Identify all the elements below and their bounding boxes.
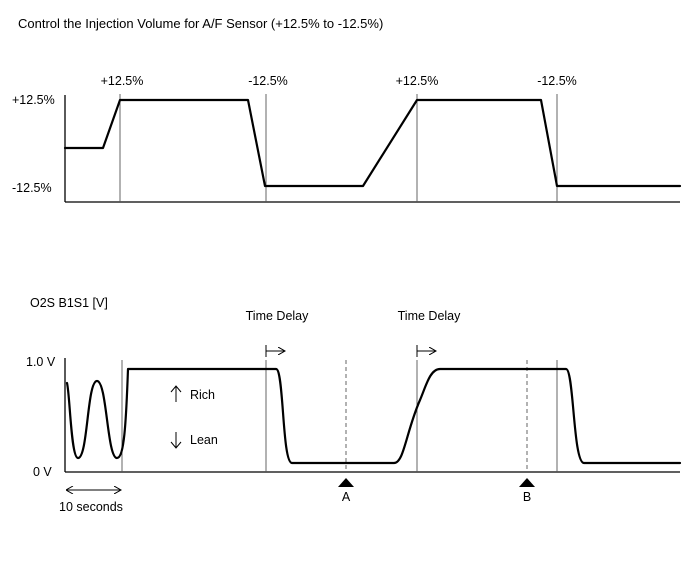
- timescale-label: 10 seconds: [59, 500, 123, 514]
- lean-label: Lean: [190, 433, 218, 447]
- step-label-2: -12.5%: [248, 74, 288, 88]
- step-label-4: -12.5%: [537, 74, 577, 88]
- step-label-3: +12.5%: [396, 74, 439, 88]
- injection-curve: [63, 98, 682, 188]
- y-bottom-label: -12.5%: [12, 181, 52, 195]
- marker-b-label: B: [523, 490, 531, 504]
- delay-arrow-right-bar-icon: [416, 345, 436, 357]
- o2s-chart: O2S B1S1 [V] 1.0 V 0 V Time Delay Time D…: [26, 296, 682, 514]
- arrow-down-icon: [170, 432, 182, 449]
- triangle-up-icon: [338, 478, 354, 487]
- step-label-1: +12.5%: [101, 74, 144, 88]
- o2s-curve: [65, 367, 682, 465]
- injection-chart: +12.5% -12.5% +12.5% -12.5% +12.5% -12.5…: [12, 74, 682, 203]
- o2s-y-bottom-label: 0 V: [33, 465, 52, 479]
- rich-label: Rich: [190, 388, 215, 402]
- triangle-up-icon: [519, 478, 535, 487]
- diagram-title: Control the Injection Volume for A/F Sen…: [18, 16, 383, 31]
- delay-arrow-right-bar-icon: [265, 345, 285, 357]
- time-delay-label-1: Time Delay: [246, 309, 309, 323]
- time-delay-label-2: Time Delay: [398, 309, 461, 323]
- o2s-y-top-label: 1.0 V: [26, 355, 56, 369]
- y-top-label: +12.5%: [12, 93, 55, 107]
- marker-a-label: A: [342, 490, 351, 504]
- arrow-up-icon: [170, 385, 182, 402]
- o2s-title: O2S B1S1 [V]: [30, 296, 108, 310]
